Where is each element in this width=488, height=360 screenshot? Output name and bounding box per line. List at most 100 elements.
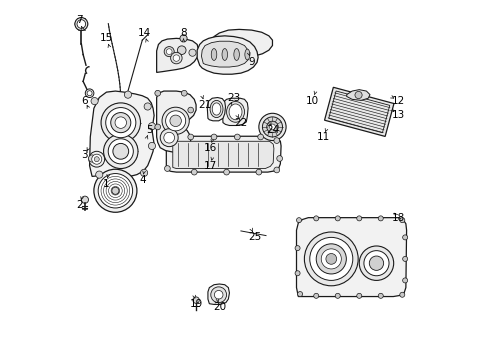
Text: 3: 3 (81, 150, 88, 160)
Circle shape (313, 216, 318, 221)
Text: 14: 14 (137, 28, 150, 38)
Circle shape (269, 124, 275, 130)
Circle shape (115, 117, 126, 129)
Text: 22: 22 (234, 118, 247, 128)
Polygon shape (172, 141, 273, 168)
Circle shape (255, 169, 261, 175)
Polygon shape (89, 91, 154, 177)
Circle shape (368, 256, 383, 270)
Circle shape (92, 154, 102, 164)
Circle shape (294, 271, 300, 276)
Circle shape (169, 115, 181, 127)
Circle shape (112, 187, 119, 194)
Circle shape (188, 49, 196, 56)
Circle shape (297, 292, 302, 297)
Circle shape (155, 124, 160, 130)
Circle shape (124, 91, 131, 98)
Circle shape (148, 142, 155, 149)
Circle shape (316, 244, 346, 274)
Ellipse shape (244, 49, 249, 60)
Text: 20: 20 (212, 302, 225, 312)
Circle shape (273, 167, 279, 173)
Circle shape (88, 155, 96, 162)
Circle shape (335, 216, 340, 221)
Polygon shape (197, 36, 258, 74)
Circle shape (103, 134, 138, 168)
Circle shape (96, 171, 102, 178)
Circle shape (234, 134, 240, 140)
Circle shape (113, 143, 128, 159)
Circle shape (166, 135, 172, 140)
Text: 15: 15 (100, 33, 113, 43)
Circle shape (313, 293, 318, 298)
Circle shape (180, 35, 187, 42)
Text: 23: 23 (226, 93, 240, 103)
Circle shape (359, 246, 393, 280)
Text: 13: 13 (391, 111, 405, 121)
Circle shape (170, 52, 182, 64)
Circle shape (91, 98, 98, 105)
Ellipse shape (210, 100, 223, 118)
Text: 8: 8 (180, 28, 186, 38)
Text: 10: 10 (305, 96, 319, 106)
Text: 5: 5 (146, 125, 152, 135)
Circle shape (85, 89, 94, 98)
Circle shape (187, 134, 193, 140)
Ellipse shape (212, 103, 221, 115)
Circle shape (191, 169, 197, 175)
Circle shape (155, 90, 160, 96)
Text: 7: 7 (76, 15, 82, 26)
Circle shape (101, 103, 140, 142)
Text: 6: 6 (81, 96, 88, 106)
Circle shape (356, 216, 361, 221)
Text: 17: 17 (203, 161, 217, 171)
Circle shape (402, 235, 407, 240)
Circle shape (75, 18, 88, 31)
Circle shape (214, 291, 223, 299)
Circle shape (399, 292, 404, 297)
Text: 24: 24 (266, 125, 279, 135)
Circle shape (273, 138, 279, 143)
Ellipse shape (211, 49, 216, 60)
Circle shape (177, 46, 185, 54)
Text: 12: 12 (391, 96, 405, 106)
Circle shape (105, 108, 136, 138)
Text: 9: 9 (248, 57, 254, 67)
Polygon shape (156, 39, 198, 72)
Circle shape (181, 90, 187, 96)
Circle shape (354, 91, 362, 99)
Text: 25: 25 (248, 232, 262, 242)
Text: 21: 21 (198, 100, 211, 110)
Circle shape (98, 174, 132, 208)
Circle shape (276, 156, 282, 161)
Circle shape (378, 216, 383, 221)
Circle shape (164, 46, 174, 57)
Circle shape (110, 113, 131, 133)
Circle shape (210, 287, 226, 303)
Circle shape (148, 123, 155, 130)
Polygon shape (324, 87, 393, 136)
Circle shape (163, 132, 174, 143)
Text: 4: 4 (139, 175, 145, 185)
Text: 18: 18 (391, 213, 405, 222)
Circle shape (81, 196, 88, 203)
Circle shape (89, 151, 104, 167)
Ellipse shape (226, 102, 244, 122)
Circle shape (335, 293, 340, 298)
Circle shape (402, 278, 407, 283)
Polygon shape (214, 30, 272, 57)
Circle shape (294, 246, 300, 251)
Polygon shape (296, 218, 406, 297)
Circle shape (87, 91, 92, 96)
Circle shape (187, 107, 193, 113)
Circle shape (402, 256, 407, 261)
Circle shape (162, 107, 189, 134)
Ellipse shape (233, 49, 239, 60)
Polygon shape (201, 41, 249, 67)
Polygon shape (207, 284, 229, 305)
Text: 19: 19 (189, 299, 203, 309)
Circle shape (325, 253, 336, 264)
Circle shape (165, 111, 185, 131)
Circle shape (140, 169, 147, 176)
Circle shape (356, 293, 361, 298)
